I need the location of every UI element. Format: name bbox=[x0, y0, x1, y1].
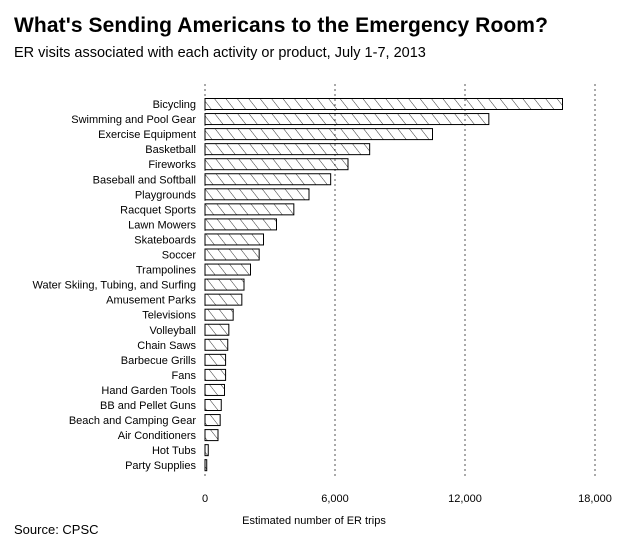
bar bbox=[204, 414, 221, 427]
category-label: Soccer bbox=[162, 250, 197, 262]
bar bbox=[204, 98, 563, 110]
category-label: Fans bbox=[172, 370, 197, 382]
category-label: Exercise Equipment bbox=[98, 129, 196, 141]
category-label: Playgrounds bbox=[135, 189, 197, 201]
category-label: Chain Saws bbox=[137, 340, 196, 352]
bar bbox=[204, 293, 243, 306]
category-label: Bicycling bbox=[153, 99, 196, 111]
category-label: Swimming and Pool Gear bbox=[71, 114, 196, 126]
bars bbox=[204, 98, 563, 472]
category-label: Barbecue Grills bbox=[121, 355, 197, 367]
bar bbox=[204, 203, 295, 216]
bar bbox=[204, 158, 349, 171]
category-label: Lawn Mowers bbox=[128, 219, 196, 231]
category-label: Beach and Camping Gear bbox=[69, 415, 197, 427]
x-tick-label: 6,000 bbox=[321, 493, 349, 505]
category-label: Hand Garden Tools bbox=[101, 385, 196, 397]
category-label: Hot Tubs bbox=[152, 445, 197, 457]
bar bbox=[204, 459, 208, 472]
chart-subtitle: ER visits associated with each activity … bbox=[14, 45, 426, 61]
bar bbox=[204, 233, 264, 246]
category-label: Skateboards bbox=[134, 234, 196, 246]
bar bbox=[204, 128, 433, 141]
category-label: Trampolines bbox=[136, 265, 197, 277]
category-label: Volleyball bbox=[150, 325, 196, 337]
category-labels: Bicycling Swimming and Pool Gear Exercise … bbox=[33, 99, 197, 472]
bar bbox=[204, 353, 227, 366]
bar bbox=[204, 383, 225, 396]
category-label: Baseball and Softball bbox=[93, 174, 196, 186]
category-label: Fireworks bbox=[148, 159, 196, 171]
bar bbox=[204, 444, 209, 457]
bar bbox=[204, 218, 277, 231]
bar bbox=[204, 263, 251, 276]
category-label: Amusement Parks bbox=[106, 295, 196, 307]
bar bbox=[204, 278, 245, 291]
bar bbox=[204, 113, 490, 126]
bar bbox=[204, 173, 332, 186]
x-axis-ticks: 0 6,000 12,000 18,000 bbox=[202, 493, 612, 505]
category-label: Basketball bbox=[145, 144, 196, 156]
gridlines bbox=[204, 84, 596, 478]
x-axis-label: Estimated number of ER trips bbox=[242, 515, 386, 527]
bar bbox=[204, 188, 310, 201]
x-tick-label: 0 bbox=[202, 493, 208, 505]
x-tick-label: 12,000 bbox=[448, 493, 482, 505]
category-label: Water Skiing, Tubing, and Surfing bbox=[33, 280, 196, 292]
x-tick-label: 18,000 bbox=[578, 493, 612, 505]
bar bbox=[204, 248, 260, 261]
bar bbox=[204, 368, 227, 381]
category-label: Racquet Sports bbox=[120, 204, 196, 216]
category-label: Televisions bbox=[142, 310, 196, 322]
bar bbox=[204, 429, 219, 442]
bar bbox=[204, 308, 234, 321]
source-note: Source: CPSC bbox=[14, 522, 99, 537]
chart-title: What's Sending Americans to the Emergenc… bbox=[14, 14, 549, 37]
category-label: BB and Pellet Guns bbox=[100, 400, 197, 412]
bar bbox=[204, 338, 229, 351]
category-label: Air Conditioners bbox=[118, 430, 197, 442]
category-label: Party Supplies bbox=[125, 460, 196, 472]
bar bbox=[204, 323, 230, 336]
bar bbox=[204, 143, 371, 156]
bar bbox=[204, 399, 222, 411]
